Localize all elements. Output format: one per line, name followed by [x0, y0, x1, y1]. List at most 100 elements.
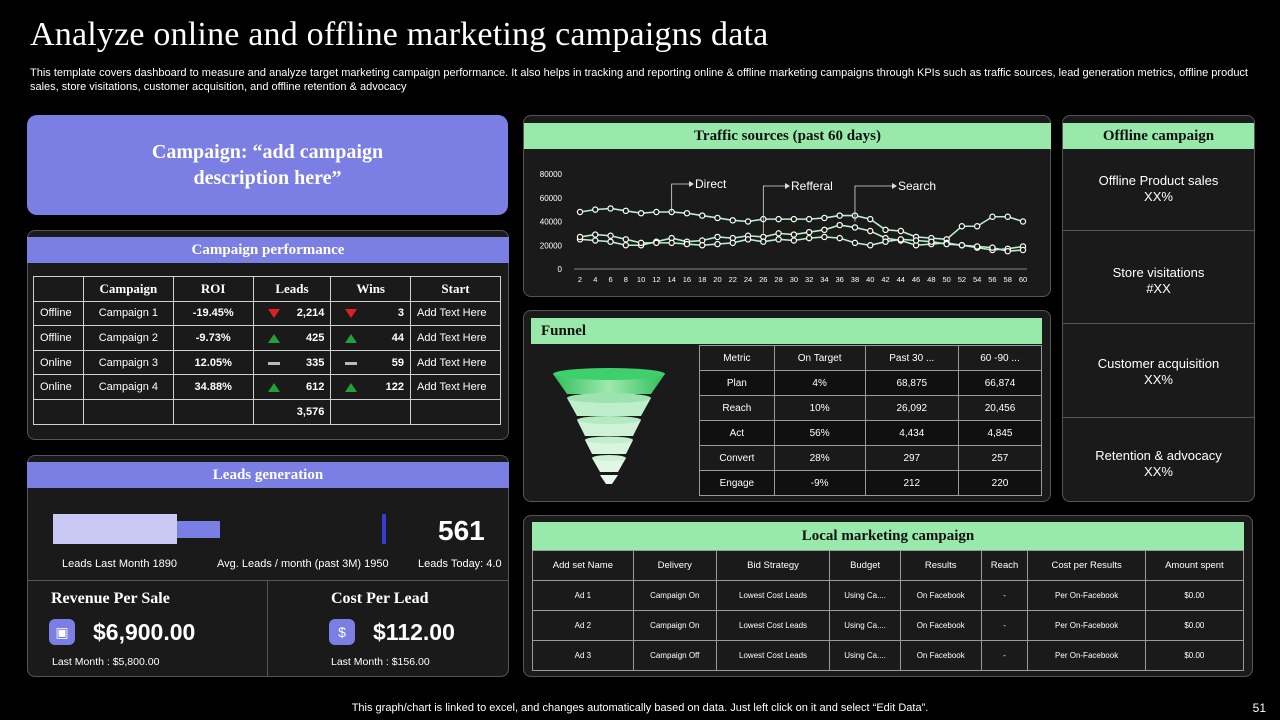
x-tick-label: 56: [988, 275, 996, 284]
y-tick-label: 20000: [540, 241, 563, 250]
customer-acquisition: Customer acquisition XX%: [1063, 356, 1254, 388]
data-point: [683, 240, 691, 248]
local-header-cell: Reach: [980, 550, 1029, 581]
campaign-performance-title: Campaign performance: [27, 237, 509, 263]
total-leads-cell: 3,576: [252, 398, 332, 425]
x-tick-label: 34: [820, 275, 828, 284]
campaign-type-cell: Online: [33, 374, 84, 400]
data-point: [821, 226, 828, 234]
x-tick-label: 44: [897, 275, 905, 284]
funnel-title: Funnel: [531, 318, 1042, 344]
trend-down-icon: [345, 309, 358, 319]
series-line-refferal: [579, 224, 1024, 251]
data-point: [744, 236, 752, 243]
offline-item-label: Customer acquisition: [1097, 356, 1220, 371]
funnel-graphic: [553, 368, 665, 484]
header-cell: Start: [410, 276, 501, 302]
x-tick-label: 32: [805, 275, 813, 284]
data-point: [607, 238, 614, 245]
funnel-cell: 28%: [773, 445, 866, 471]
empty-cell: [330, 398, 412, 425]
data-point: [653, 239, 660, 247]
trend-down-icon: [267, 309, 280, 319]
data-point: [805, 234, 813, 242]
data-point: [729, 217, 736, 224]
local-cell: Lowest Cost Leads: [715, 640, 831, 671]
revenue-last-month: Last Month : $5,800.00: [52, 656, 160, 668]
leads-cell: 425: [252, 325, 332, 351]
trend-up-icon: [267, 333, 280, 343]
data-point: [760, 238, 767, 245]
campaign-name-cell: Campaign 4: [82, 374, 174, 400]
x-tick-label: 24: [744, 275, 752, 284]
data-point: [592, 231, 599, 238]
trend-up-icon: [345, 333, 358, 343]
start-cell: Add Text Here: [410, 374, 501, 400]
local-cell: -: [980, 640, 1029, 671]
money-bill-icon: ▣: [49, 619, 75, 645]
data-point: [790, 215, 798, 223]
data-point: [592, 237, 599, 244]
leads-last-month-bar: [53, 514, 177, 544]
data-point: [805, 215, 813, 223]
local-cell: -: [980, 580, 1029, 611]
local-header-cell: Cost per Results: [1027, 550, 1146, 581]
wins-cell: 44: [330, 325, 412, 351]
legend-label: Refferal: [791, 179, 833, 193]
legend-leader: [762, 185, 785, 234]
x-tick-label: 58: [1004, 275, 1012, 284]
cost-per-lead-title: Cost Per Lead: [331, 590, 429, 607]
local-cell: On Facebook: [899, 640, 982, 671]
data-point: [775, 236, 782, 243]
data-point: [958, 242, 966, 249]
data-point: [989, 213, 996, 220]
funnel-header-cell: Past 30 ...: [864, 345, 959, 371]
local-cell: Lowest Cost Leads: [715, 610, 831, 641]
x-tick-label: 26: [759, 275, 767, 284]
data-point: [1019, 218, 1027, 225]
series-line-search: [579, 233, 1024, 252]
offline-item-value: XX%: [1144, 189, 1173, 204]
campaign-description-text: Campaign: “add campaign description here…: [151, 141, 384, 189]
data-point: [989, 244, 996, 251]
leads-cell: 335: [252, 349, 332, 376]
local-marketing-table: Add set Name Delivery Bid Strategy Budget Re…: [532, 550, 1245, 671]
data-point: [897, 227, 904, 235]
data-point: [699, 212, 706, 219]
local-row: Ad 2 Campaign On Lowest Cost Leads Using Ca…: [532, 610, 1245, 641]
data-point: [576, 233, 584, 241]
funnel-row: Engage -9% 212 220: [699, 470, 1043, 496]
local-header-row: Add set Name Delivery Bid Strategy Budget Re…: [532, 550, 1245, 581]
local-cell: Per On-Facebook: [1027, 640, 1146, 671]
local-cell: Per On-Facebook: [1027, 580, 1146, 611]
header-cell: ROI: [172, 276, 254, 302]
campaign-type-cell: Online: [33, 349, 84, 376]
leads-generation-panel: [27, 455, 509, 677]
data-point: [943, 240, 950, 248]
page-number: 51: [1252, 701, 1266, 715]
funnel-header-cell: Metric: [699, 345, 775, 371]
data-point: [1019, 246, 1027, 254]
x-tick-label: 46: [912, 275, 920, 284]
start-cell: Add Text Here: [410, 349, 501, 376]
x-tick-label: 54: [973, 275, 981, 284]
funnel-row: Reach 10% 26,092 20,456: [699, 395, 1043, 421]
trend-flat-icon: [345, 361, 358, 365]
funnel-cell: Act: [699, 420, 775, 446]
leads-last-month-label: Leads Last Month 1890: [62, 558, 177, 570]
funnel-cell: 68,875: [864, 370, 959, 396]
offline-campaign-panel: [1062, 115, 1255, 502]
data-point: [928, 238, 935, 245]
campaign-description-box[interactable]: Campaign: “add campaign description here…: [27, 115, 508, 215]
x-tick-label: 38: [851, 275, 859, 284]
local-row: Ad 3 Campaign Off Lowest Cost Leads Using C…: [532, 640, 1245, 671]
local-marketing-title: Local marketing campaign: [532, 522, 1244, 550]
local-cell: Ad 2: [532, 610, 634, 641]
funnel-header-cell: On Target: [773, 345, 866, 371]
funnel-cell: 26,092: [864, 395, 959, 421]
data-point: [775, 215, 782, 223]
x-tick-label: 42: [881, 275, 889, 284]
funnel-cell: -9%: [773, 470, 866, 496]
header-cell: Leads: [252, 276, 332, 302]
